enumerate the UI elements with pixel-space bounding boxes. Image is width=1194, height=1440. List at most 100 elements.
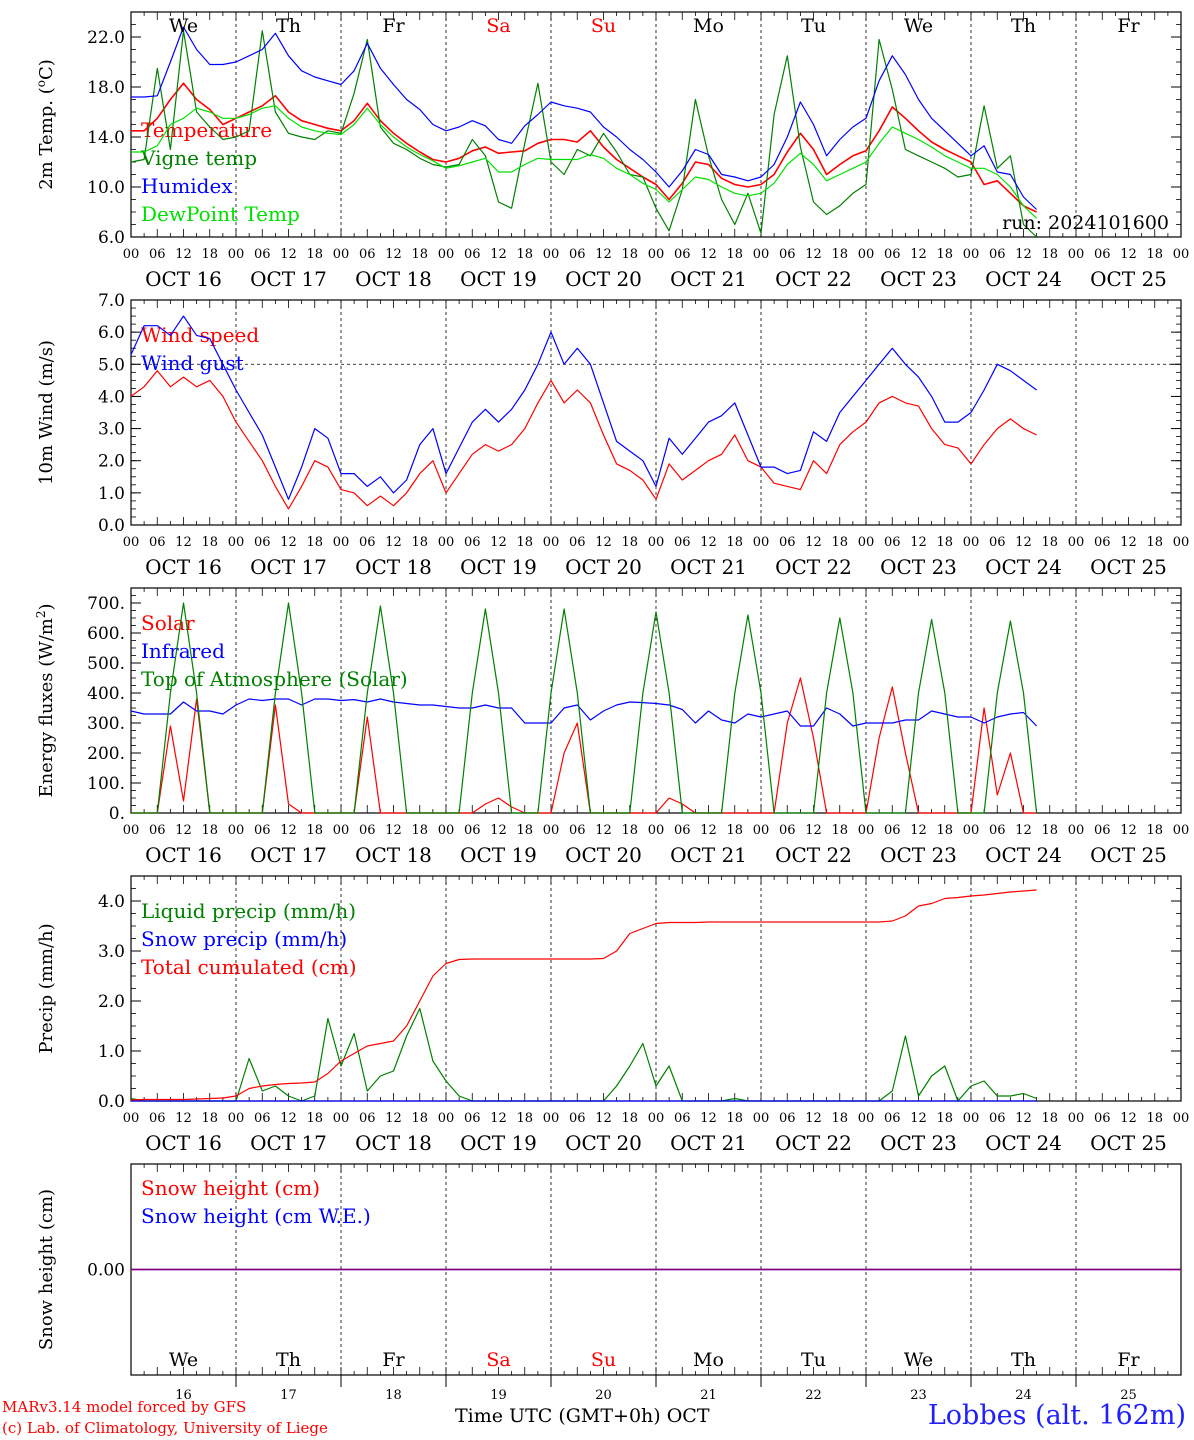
weekday-label: We	[904, 1349, 933, 1371]
hour-tick-label: 06	[569, 535, 586, 550]
day-label: OCT 22	[775, 1131, 852, 1155]
y-tick-label: 2.0	[98, 992, 125, 1012]
hour-tick-label: 18	[306, 1111, 323, 1126]
hour-tick-label: 00	[1173, 823, 1190, 838]
day-label: OCT 20	[565, 843, 642, 867]
hour-tick-label: 00	[1173, 1111, 1190, 1126]
day-label: OCT 19	[460, 843, 537, 867]
hour-tick-label: 18	[1041, 1111, 1058, 1126]
hour-tick-label: 00	[543, 247, 560, 262]
legend-series-temperature: Temperature	[141, 118, 272, 142]
legend-series-top-of-atmosphere-solar: Top of Atmosphere (Solar)	[141, 667, 408, 691]
legend-series-humidex: Humidex	[141, 174, 233, 198]
day-label: OCT 16	[145, 555, 222, 579]
hour-tick-label: 18	[726, 823, 743, 838]
legend-series-wind-gust: Wind gust	[141, 351, 244, 375]
credit-lab: (c) Lab. of Climatology, University of L…	[2, 1419, 328, 1437]
y-axis-label: 10m Wind (m/s)	[36, 340, 57, 485]
hour-tick-label: 12	[1015, 823, 1032, 838]
hour-tick-label: 06	[1094, 1111, 1111, 1126]
day-label: OCT 19	[460, 1131, 537, 1155]
y-tick-label: 4.0	[98, 892, 125, 912]
hour-tick-label: 00	[963, 823, 980, 838]
hour-tick-label: 06	[989, 1111, 1006, 1126]
weekday-label: We	[169, 15, 198, 37]
hour-tick-label: 12	[1120, 535, 1137, 550]
day-number-label: 18	[385, 1388, 402, 1403]
station-label: Lobbes (alt. 162m)	[927, 1400, 1186, 1431]
plot-frame	[130, 587, 1182, 814]
plot-frame	[130, 299, 1182, 526]
hour-tick-label: 12	[910, 535, 927, 550]
day-label: OCT 17	[250, 843, 327, 867]
time-axis-label: Time UTC (GMT+0h) OCT	[455, 1405, 710, 1427]
series-top-of-atmosphere-solar-line	[131, 602, 1038, 814]
day-label: OCT 21	[670, 1131, 747, 1155]
hour-tick-label: 06	[464, 823, 481, 838]
hour-tick-label: 12	[490, 1111, 507, 1126]
hour-tick-label: 00	[648, 247, 665, 262]
y-tick-label: 1.0	[98, 484, 125, 504]
hour-tick-label: 00	[333, 823, 350, 838]
hour-tick-label: 06	[359, 1111, 376, 1126]
hour-tick-label: 06	[569, 823, 586, 838]
panel-snow: 0.00 Snow height (cm) Snow height (cm) Snow…	[36, 1163, 1182, 1403]
hour-tick-label: 06	[674, 823, 691, 838]
legend-series-wind-speed: Wind speed	[141, 323, 259, 347]
day-label: OCT 21	[670, 843, 747, 867]
weekday-label: Sa	[486, 1349, 510, 1371]
hour-tick-label: 00	[123, 247, 140, 262]
hour-tick-label: 00	[543, 823, 560, 838]
day-label: OCT 17	[250, 1131, 327, 1155]
hour-tick-label: 00	[543, 1111, 560, 1126]
hour-tick-label: 00	[858, 1111, 875, 1126]
hour-tick-label: 06	[149, 1111, 166, 1126]
hour-tick-label: 00	[753, 1111, 770, 1126]
day-label: OCT 24	[985, 267, 1062, 291]
y-tick-label: 6.0	[98, 228, 125, 248]
day-label: OCT 17	[250, 267, 327, 291]
hour-tick-label: 12	[595, 1111, 612, 1126]
hour-tick-label: 06	[989, 247, 1006, 262]
hour-tick-label: 18	[201, 823, 218, 838]
series-solar-line	[131, 677, 1037, 814]
y-tick-label: 400.	[87, 684, 125, 704]
hour-tick-label: 18	[306, 535, 323, 550]
day-number-label: 17	[280, 1388, 297, 1403]
hour-tick-label: 06	[254, 247, 271, 262]
hour-tick-label: 00	[438, 823, 455, 838]
hour-tick-label: 00	[858, 535, 875, 550]
day-label: OCT 23	[880, 555, 957, 579]
hour-tick-label: 06	[884, 1111, 901, 1126]
hour-tick-label: 12	[910, 247, 927, 262]
hour-tick-label: 06	[674, 535, 691, 550]
hour-tick-label: 00	[228, 247, 245, 262]
legend-series-infrared: Infrared	[141, 639, 225, 663]
hour-tick-label: 12	[595, 823, 612, 838]
hour-tick-label: 12	[700, 1111, 717, 1126]
hour-tick-label: 00	[648, 823, 665, 838]
day-label: OCT 25	[1090, 267, 1167, 291]
hour-tick-label: 06	[779, 247, 796, 262]
hour-tick-label: 18	[1041, 535, 1058, 550]
hour-tick-label: 12	[385, 535, 402, 550]
hour-tick-label: 12	[175, 823, 192, 838]
hour-tick-label: 18	[936, 823, 953, 838]
hour-tick-label: 12	[595, 535, 612, 550]
weekday-label: Th	[276, 1349, 301, 1371]
hour-tick-label: 12	[595, 247, 612, 262]
hour-tick-label: 06	[359, 535, 376, 550]
weekday-label: Fr	[382, 15, 405, 37]
hour-tick-label: 00	[228, 1111, 245, 1126]
hour-tick-label: 18	[936, 247, 953, 262]
hour-tick-label: 06	[359, 247, 376, 262]
hour-tick-label: 00	[1068, 247, 1085, 262]
y-tick-label: 0.0	[98, 516, 125, 536]
day-number-label: 24	[1015, 1388, 1032, 1403]
hour-tick-label: 12	[385, 247, 402, 262]
hour-tick-label: 06	[884, 247, 901, 262]
hour-tick-label: 06	[989, 535, 1006, 550]
weekday-label: Th	[1011, 15, 1036, 37]
y-tick-label: 5.0	[98, 355, 125, 375]
y-tick-label: 10.0	[87, 178, 125, 198]
